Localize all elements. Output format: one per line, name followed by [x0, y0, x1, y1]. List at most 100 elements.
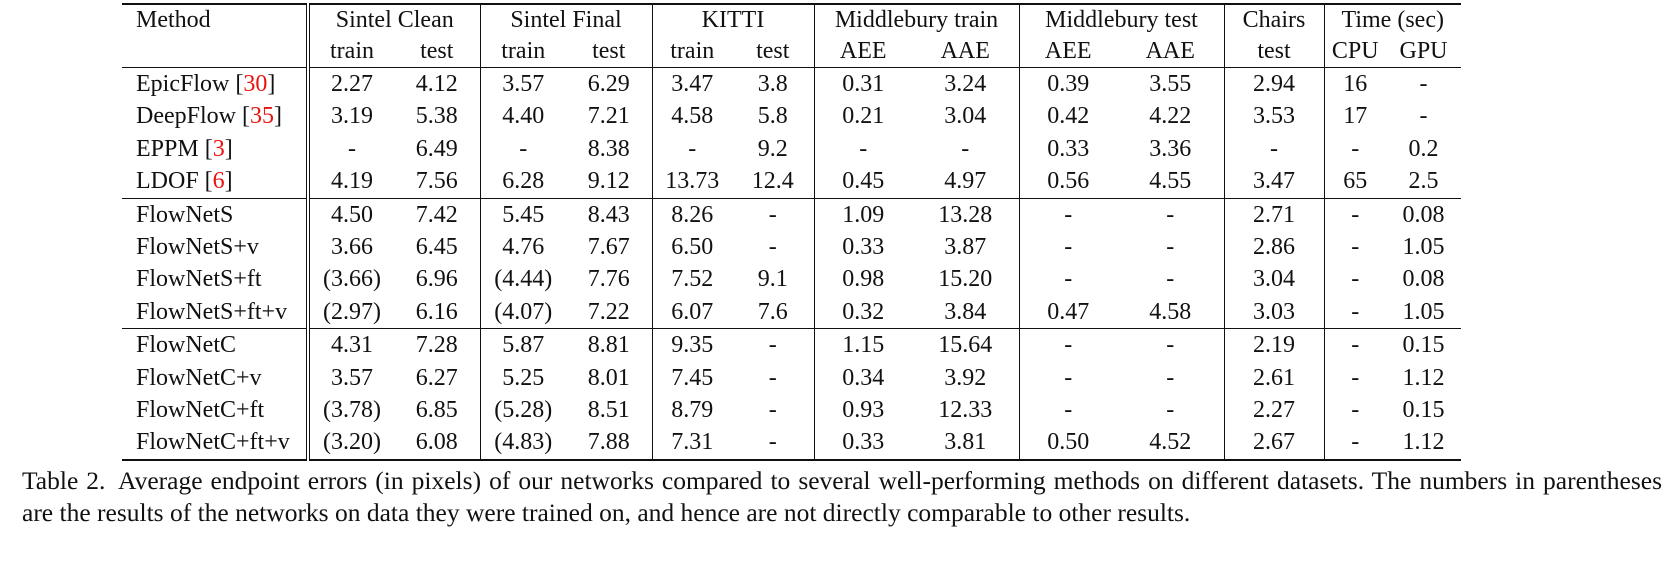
- table-cell: 5.25: [479, 361, 566, 395]
- table-cell: 6.85: [415, 397, 458, 424]
- table-row: FlowNetS+v 3.66 6.45 4.76 7.67 6.50 - 0.33 3.87 -…: [122, 231, 1461, 264]
- method-cell: FlowNetC+ft: [122, 394, 310, 427]
- table-cell: -: [1018, 394, 1117, 427]
- table-cell: 3.8: [732, 67, 814, 101]
- table-cell: 3.92: [944, 364, 987, 391]
- table-cell: 9.35: [651, 328, 732, 362]
- caption-label: Table 2.: [22, 466, 106, 495]
- table-cell: 0.45: [813, 165, 912, 199]
- sub-header: CPU: [1323, 35, 1386, 68]
- table-cell: -: [1323, 197, 1386, 232]
- group-header-sintel-final: Sintel Final: [479, 3, 652, 35]
- method-cell: FlowNetC+ft+v: [122, 426, 310, 461]
- table-cell: -: [1166, 266, 1175, 293]
- table-cell: 2.94: [1223, 67, 1324, 101]
- table-cell: 3.19: [331, 103, 373, 130]
- sub-header: test: [420, 38, 454, 64]
- method-cell: FlowNetC+v: [122, 361, 310, 395]
- table-cell: 6.27: [415, 364, 458, 391]
- citation-link[interactable]: 30: [243, 71, 268, 97]
- table-cell: 3.36: [1149, 135, 1192, 162]
- citation-link[interactable]: 3: [212, 135, 225, 162]
- table-row: FlowNetS+ft (3.66) 6.96 (4.44) 7.76 7.52 9.1 0.…: [122, 263, 1461, 296]
- table-cell: -: [732, 197, 814, 232]
- table-cell: 1.12: [1402, 364, 1445, 391]
- method-cell: LDOF [6]: [122, 165, 310, 199]
- table-cell: -: [348, 135, 356, 162]
- table-cell: 0.33: [1018, 132, 1117, 166]
- table-cell: 3.57: [331, 364, 373, 391]
- table-cell: 4.31: [308, 328, 394, 362]
- table-row: DeepFlow [35] 3.19 5.38 4.40 7.21 4.58 5.8 0.21…: [122, 100, 1461, 133]
- table-cell: 4.76: [479, 231, 566, 264]
- table-cell: -: [479, 132, 566, 166]
- table-cell: 3.24: [912, 67, 1019, 101]
- table-cell: 5.8: [757, 103, 788, 130]
- table-cell: 8.01: [587, 364, 630, 391]
- table-row: FlowNetC+ft+v (3.20) 6.08 (4.83) 7.88 7.31-0.…: [122, 426, 1461, 461]
- sub-header: AEE: [1018, 35, 1117, 68]
- table-cell: 3.47: [1223, 165, 1324, 199]
- table-row: FlowNetS 4.50 7.42 5.45 8.43 8.26-1.09 13.28- -…: [122, 197, 1461, 232]
- table-cell: 15.20: [938, 266, 993, 293]
- table-cell: 17: [1323, 100, 1386, 133]
- sub-header: GPU: [1399, 38, 1448, 64]
- table-cell: (4.83): [479, 426, 566, 461]
- table-cell: 4.97: [944, 168, 987, 195]
- table-cell: 0.50: [1018, 426, 1117, 461]
- method-cell: EPPM [3]: [122, 132, 310, 166]
- table-cell: 5.45: [479, 197, 566, 232]
- table-cell: 8.81: [566, 328, 652, 362]
- table-cell: 1.05: [1402, 234, 1445, 261]
- table-cell: 0.21: [813, 100, 912, 133]
- table-cell: 3.03: [1223, 295, 1324, 329]
- table-cell: 0.31: [813, 67, 912, 101]
- method-header-spacer: [122, 35, 310, 68]
- table-cell: 0.15: [1402, 397, 1445, 424]
- table-cell: 9.2: [757, 135, 788, 162]
- method-cell: FlowNetS+v: [122, 231, 310, 264]
- table-cell: 2.86: [1223, 231, 1324, 264]
- table-row: EPPM [3] -6.49-8.38-9.2- -0.33 3.36- -0.2: [122, 132, 1461, 166]
- method-name: FlowNetC+ft: [136, 397, 265, 424]
- table-cell: 2.61: [1223, 361, 1324, 395]
- table-cell: 0.39: [1018, 67, 1117, 101]
- table-cell: 4.19: [331, 168, 373, 195]
- table-cell: -: [1323, 328, 1386, 362]
- table-cell: 7.42: [394, 197, 480, 232]
- table-cell: 0.15: [1386, 328, 1461, 362]
- table-cell: 0.08: [1402, 266, 1445, 293]
- table-cell: 3.84: [944, 298, 987, 325]
- method-name: LDOF: [136, 168, 199, 195]
- table-cell: 2.5: [1408, 168, 1439, 195]
- table-row: FlowNetC+ft (3.78) 6.85 (5.28) 8.51 8.79 - 0.93…: [122, 394, 1461, 427]
- citation-link[interactable]: 35: [249, 103, 274, 130]
- table-cell: -: [813, 132, 912, 166]
- table-cell: 4.55: [1149, 168, 1192, 195]
- table-cell: 0.08: [1386, 197, 1461, 232]
- table-cell: -: [1117, 328, 1224, 362]
- table-cell: 7.88: [566, 426, 652, 461]
- table-cell: 3.47: [651, 67, 732, 101]
- table-cell: 7.52: [651, 263, 732, 296]
- method-header: Method: [122, 3, 310, 35]
- table-cell: 5.87: [479, 328, 566, 362]
- citation-link[interactable]: 6: [212, 168, 225, 195]
- sub-header: test: [756, 38, 790, 64]
- table-cell: 7.56: [415, 168, 458, 195]
- table-cell: (5.28): [479, 394, 566, 427]
- table-cell: -: [1166, 397, 1175, 424]
- table-row: EpicFlow [30] 2.27 4.12 3.57 6.29 3.47 3.8 0.31…: [122, 67, 1461, 101]
- table-cell: 9.1: [757, 266, 788, 293]
- table-body: Method Sintel Clean Sintel Final KITTI M…: [122, 3, 1461, 461]
- table-cell: -: [768, 234, 777, 261]
- method-cell: FlowNetC: [122, 328, 310, 362]
- table-cell: -: [1018, 263, 1117, 296]
- method-name: FlowNetC+v: [136, 364, 262, 391]
- table-cell: 6.29: [566, 67, 652, 101]
- group-header-middlebury-test: Middlebury test: [1018, 3, 1224, 35]
- table-cell: 12.33: [938, 397, 993, 424]
- table-cell: 8.51: [587, 397, 630, 424]
- table-cell: 6.96: [415, 266, 458, 293]
- table-cell: 6.07: [651, 295, 732, 329]
